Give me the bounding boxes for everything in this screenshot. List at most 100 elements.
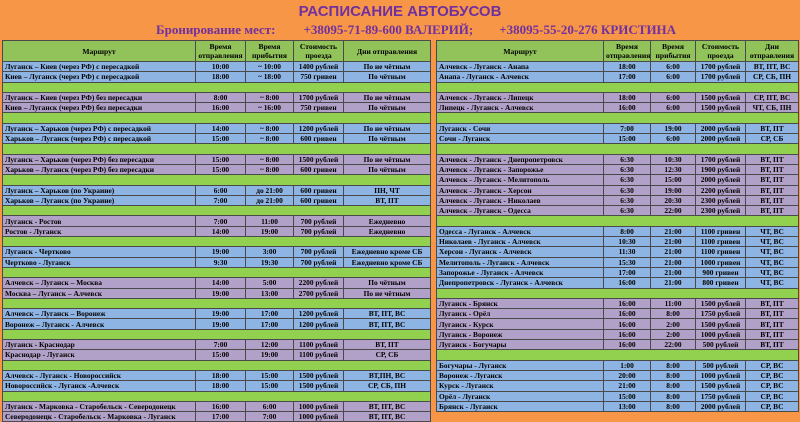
route: Алчевск - Луганск - Днепропетровск [436, 153, 604, 165]
departure: 15:00 [195, 153, 246, 165]
departure: 19:00 [195, 246, 246, 258]
price: 1750 рублей [695, 308, 746, 320]
route: Луганск - Краснодар [2, 339, 196, 351]
route: Орёл - Луганск [436, 390, 604, 402]
days: ВТ, ПТ [745, 339, 799, 351]
price: 1100 гривен [695, 246, 746, 258]
schedule-row: Херсон - Луганск - Алчевск 11:30 21:00 1100… [436, 246, 799, 258]
arrival: 8:00 [650, 369, 696, 382]
departure: 16:00 [603, 318, 651, 330]
days: ВТ, ПТ [343, 339, 431, 351]
column-header: Дни отправления [745, 40, 799, 62]
price: 1500 рублей [293, 380, 344, 392]
route: Ростов - Луганск [2, 225, 196, 238]
price: 600 гривен [293, 184, 344, 196]
arrival: 6:00 [650, 102, 696, 114]
departure: 20:00 [603, 369, 651, 382]
days: ВТ, ПТ [343, 194, 431, 207]
column-header: Время отправления [603, 40, 651, 62]
departure: 8:00 [603, 225, 651, 238]
schedule-row: Алчевск - Луганск - Липецк 18:00 6:00 1500 … [436, 91, 799, 104]
price: 1200 рублей [293, 122, 344, 135]
separator-row [2, 112, 431, 124]
departure: 17:00 [603, 266, 651, 279]
separator-row [2, 236, 431, 248]
header-row: Маршрут Время отправления Время прибытия Ст… [2, 40, 431, 62]
days: Ежедневно кроме СБ [343, 246, 431, 258]
separator [2, 205, 431, 217]
route: Луганск – Киев (через РФ) с пересадкой [2, 60, 196, 73]
schedule-row: Харьков – Луганск (через РФ) с пересадко… [2, 133, 431, 145]
price: 1100 гривен [695, 236, 746, 248]
arrival: 11:00 [650, 297, 696, 310]
departure: 17:00 [195, 411, 246, 422]
arrival: 19:00 [650, 122, 696, 135]
schedule-row: Запорожье - Луганск - Алчевск 17:00 21:00 9… [436, 266, 799, 279]
schedule-row: Мелитополь - Луганск - Алчевск 15:30 21:00… [436, 256, 799, 268]
schedule-table: Маршрут Время отправления Время прибытия Ст… [436, 40, 799, 413]
schedule-row: Луганск - Ростов 7:00 11:00 700 рублей Ежедн… [2, 215, 431, 227]
arrival: 20:30 [650, 194, 696, 207]
days: СР, СБ [343, 349, 431, 361]
price: 2300 рублей [695, 194, 746, 207]
schedule-row: Луганск - Чертково 19:00 3:00 700 рублей Еже… [2, 246, 431, 258]
schedule-row: Луганск - Марковка - Старобельск - Север… [2, 400, 431, 413]
days: ВТ, ПТ [745, 184, 799, 196]
arrival: до 21:00 [245, 184, 294, 196]
days: ВТ, ПТ [745, 194, 799, 207]
schedule-row: Москва – Луганск – Алчевск 19:00 13:00 2700… [2, 287, 431, 299]
arrival: ~ 8:00 [245, 163, 294, 176]
schedule-row: Луганск - Богучары 16:00 22:00 500 рублей ВТ… [436, 339, 799, 351]
title: РАСПИСАНИЕ АВТОБУСОВ [298, 3, 502, 20]
departure: 14:00 [195, 277, 246, 289]
separator-row [2, 143, 431, 155]
arrival: 22:00 [650, 339, 696, 351]
schedule-row: Богучары - Луганск 1:00 8:00 500 рублей СР, … [436, 359, 799, 371]
departure: 7:00 [603, 122, 651, 135]
schedule-row: Луганск - Брянск 16:00 11:00 1500 рублей ВТ,… [436, 297, 799, 310]
departure: 19:00 [195, 318, 246, 330]
days: СР, ВС [745, 400, 799, 413]
column-header: Маршрут [2, 40, 196, 62]
days: ВТ, ПТ [745, 122, 799, 135]
schedule-row: Николаев - Луганск - Алчевск 10:30 21:00 11… [436, 236, 799, 248]
departure: 15:00 [603, 133, 651, 145]
departure: 6:30 [603, 184, 651, 196]
route: Сочи - Луганск [436, 133, 604, 145]
route: Луганск - Сочи [436, 122, 604, 135]
departure: 16:00 [603, 277, 651, 289]
price: 1200 рублей [293, 318, 344, 330]
departure: 16:00 [195, 102, 246, 114]
arrival: 19:30 [245, 256, 294, 268]
column-header: Время прибытия [245, 40, 294, 62]
schedule-row: Луганск - Воронеж 16:00 2:00 1000 рублей ВТ,… [436, 328, 799, 341]
route: Алчевск - Луганск - Одесса [436, 205, 604, 217]
price: 2000 рублей [695, 174, 746, 186]
separator [436, 112, 799, 124]
route: Харьков – Луганск (через РФ) с пересадко… [2, 133, 196, 145]
departure: 6:30 [603, 174, 651, 186]
price: 1500 рублей [695, 102, 746, 114]
days: СР, ВС [745, 380, 799, 392]
route: Алчевск – Луганск – Воронеж [2, 308, 196, 320]
arrival: 8:00 [650, 380, 696, 392]
route: Киев – Луганск (через РФ) без пересадки [2, 102, 196, 114]
days: СР, СБ, ПН [343, 380, 431, 392]
departure: 6:30 [603, 205, 651, 217]
schedule-row: Новороссийск - Луганск -Алчевск 18:00 15:0… [2, 380, 431, 392]
separator-row [2, 81, 431, 93]
price: 2300 рублей [695, 205, 746, 217]
days: ВТ, ПТ [745, 328, 799, 341]
arrival: 6:00 [650, 133, 696, 145]
route: Алчевск - Луганск - Липецк [436, 91, 604, 104]
departure: 14:00 [195, 225, 246, 238]
route: Луганск – Киев (через РФ) без пересадки [2, 91, 196, 104]
days: По не чётным [343, 287, 431, 299]
separator-row [436, 81, 799, 93]
separator-row [2, 174, 431, 186]
schedule-row: Ростов - Луганск 14:00 19:00 700 рублей Ежед… [2, 225, 431, 238]
days: ВТ, ПТ, ВС [343, 308, 431, 320]
schedule-row: Анапа - Луганск - Алчевск 17:00 6:00 1700 р… [436, 71, 799, 83]
price: 1100 гривен [695, 225, 746, 238]
separator-row [2, 390, 431, 402]
